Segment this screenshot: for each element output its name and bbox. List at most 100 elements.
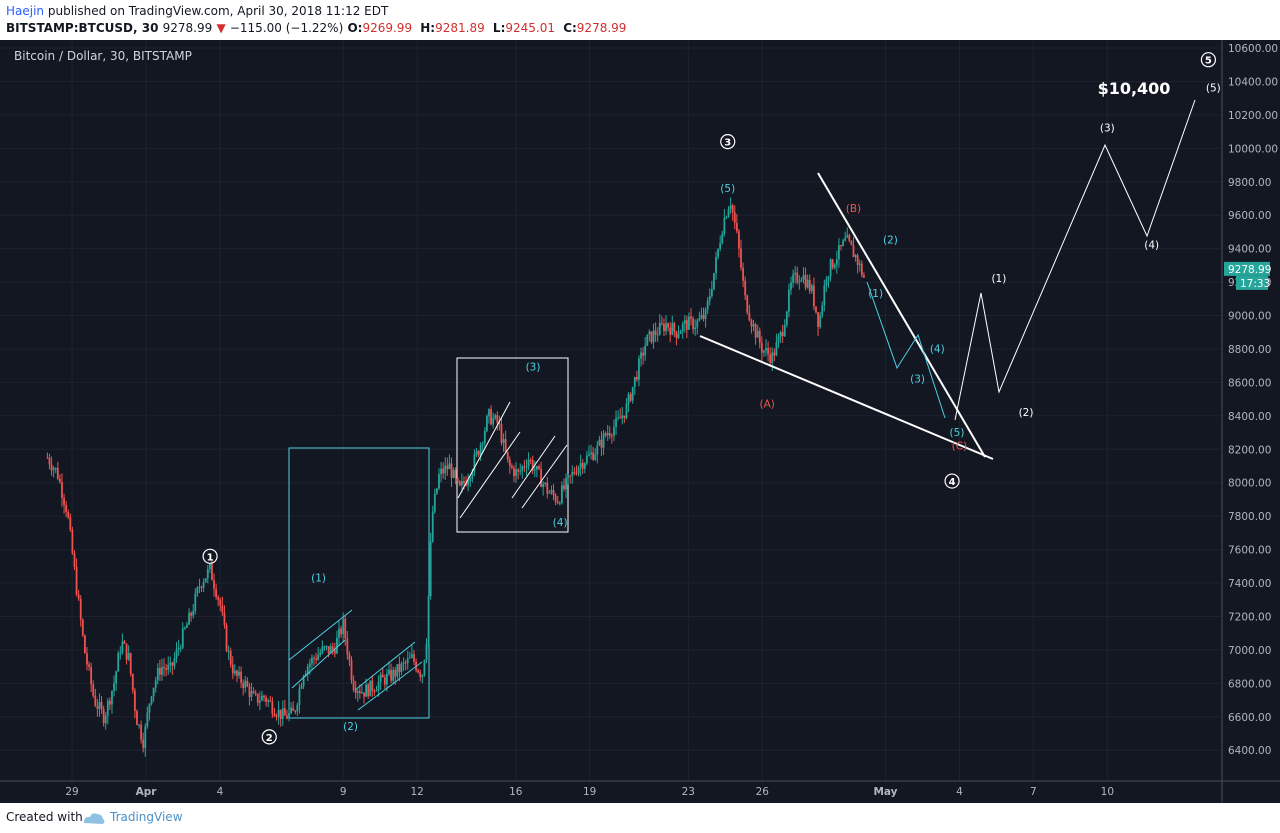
candle-body — [794, 272, 797, 275]
candle-body — [569, 475, 572, 477]
candle-body — [629, 394, 632, 401]
candle-body — [419, 672, 422, 677]
candle-body — [236, 670, 238, 676]
candle-body — [425, 643, 428, 661]
candle-body — [669, 327, 672, 335]
candle-body — [821, 305, 824, 316]
white-channel-line — [511, 435, 556, 499]
candle-body — [450, 463, 453, 478]
candle-body — [127, 653, 130, 660]
candle-body — [654, 330, 657, 336]
candle-body — [560, 485, 563, 503]
candle-body — [125, 643, 128, 660]
candle-body — [92, 684, 95, 696]
candle-body — [742, 267, 744, 281]
tradingview-brand-link[interactable]: TradingView — [110, 810, 183, 824]
candle-body — [294, 710, 297, 712]
candle-body — [188, 612, 190, 625]
wave-label-cyan: (4) — [553, 517, 568, 529]
candle-body — [779, 332, 782, 337]
candle-body — [206, 569, 209, 579]
countdown-tag-bg — [1236, 275, 1268, 290]
candle-body — [608, 433, 611, 436]
candle-body — [625, 403, 628, 418]
candle-body — [558, 502, 561, 504]
candle-body — [631, 386, 634, 401]
candle-body — [594, 454, 597, 460]
wave-label-cyan: (3) — [910, 373, 925, 385]
candle-body — [133, 690, 136, 711]
candle-body — [444, 465, 447, 474]
candle-body — [525, 466, 528, 468]
candle-body — [161, 667, 163, 675]
candle-body — [438, 474, 440, 489]
candle-body — [781, 332, 784, 336]
candle-body — [708, 296, 711, 301]
candle-body — [65, 504, 68, 513]
candle-body — [204, 578, 207, 583]
candle-body — [58, 478, 61, 483]
candle-body — [231, 664, 234, 674]
candle-body — [148, 703, 151, 713]
candle-body — [775, 342, 778, 356]
open-label: O: — [347, 21, 363, 35]
white-projection-path — [954, 99, 1196, 421]
candle-body — [729, 205, 732, 209]
candle-body — [340, 628, 342, 635]
candle-body — [823, 285, 826, 306]
candle-body — [854, 255, 857, 258]
candle-body — [361, 692, 363, 694]
price-chart[interactable]: 12345(1)(2)(3)(4)(5)(1)(2)(3)(4)(5)(1)(2… — [0, 40, 1280, 803]
candle-body — [56, 467, 59, 479]
candle-body — [660, 322, 663, 324]
chart-area[interactable]: 1 2 3 4 5 (1) (2) (3) (4) (5) (1) (2) (3) (4) (5) (1) (2… — [0, 40, 1280, 803]
candle-body — [783, 325, 786, 336]
candle-body — [240, 671, 243, 683]
candle-body — [421, 675, 424, 677]
time-tick-label: 26 — [756, 786, 770, 798]
candle-body — [427, 595, 430, 644]
candle-body — [538, 466, 540, 469]
candle-body — [358, 691, 361, 694]
candle-body — [485, 416, 488, 431]
candle-body — [513, 467, 515, 477]
candle-body — [452, 469, 455, 478]
candle-body — [515, 469, 517, 477]
candle-body — [108, 700, 111, 705]
candle-body — [77, 594, 80, 599]
candle-body — [363, 692, 365, 697]
wave-label-major-circle — [944, 473, 960, 489]
candle-body — [731, 205, 734, 213]
candle-body — [588, 454, 590, 456]
candle-body — [721, 233, 724, 244]
candle-body — [129, 653, 132, 674]
candle-body — [181, 628, 184, 648]
candle-body — [98, 701, 101, 709]
candle-body — [835, 259, 838, 265]
candle-body — [719, 243, 722, 249]
candle-body — [842, 240, 844, 246]
candle-body — [169, 662, 172, 665]
candle-body — [621, 415, 624, 419]
candle-body — [69, 517, 72, 530]
candle-body — [615, 418, 617, 427]
wave-label-major: 2 — [266, 733, 273, 744]
candle-body — [442, 468, 445, 474]
candle-body — [715, 257, 717, 274]
candle-body — [510, 466, 513, 468]
candle-body — [346, 638, 349, 655]
candle-body — [331, 646, 334, 650]
candle-body — [521, 466, 524, 471]
author-link[interactable]: Haejin — [6, 4, 45, 18]
candle-body — [858, 263, 861, 265]
candle-body — [508, 459, 511, 467]
candle-body — [277, 709, 280, 717]
candle-body — [342, 618, 345, 635]
wave-label-cyan: (3) — [526, 362, 541, 374]
candle-body — [808, 279, 811, 292]
candle-body — [802, 275, 805, 280]
candle-body — [167, 664, 170, 670]
candle-body — [365, 684, 367, 697]
candle-body — [302, 676, 305, 687]
candle-body — [500, 424, 503, 443]
